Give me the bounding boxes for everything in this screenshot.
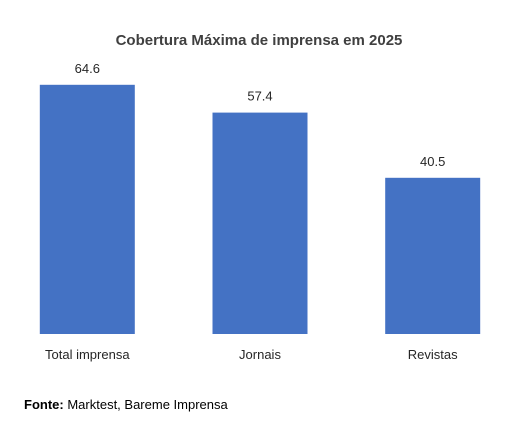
x-tick-label: Revistas: [408, 347, 458, 362]
source-label: Fonte:: [24, 397, 64, 412]
bar-revistas: [385, 177, 481, 334]
data-label: 40.5: [420, 154, 445, 169]
chart-title: Cobertura Máxima de imprensa em 2025: [116, 32, 403, 49]
x-tick-label: Total imprensa: [45, 347, 130, 362]
x-tick-label: Jornais: [239, 347, 281, 362]
source-text: Marktest, Bareme Imprensa: [67, 397, 228, 412]
source-note: Fonte: Marktest, Bareme Imprensa: [24, 397, 228, 412]
bar-total-imprensa: [39, 84, 135, 334]
bar-jornais: [212, 112, 308, 334]
data-label: 57.4: [247, 89, 272, 104]
data-label: 64.6: [75, 61, 100, 76]
plot-area: 64.6 Total imprensa 57.4 Jornais 40.5 Revista…: [39, 61, 481, 362]
